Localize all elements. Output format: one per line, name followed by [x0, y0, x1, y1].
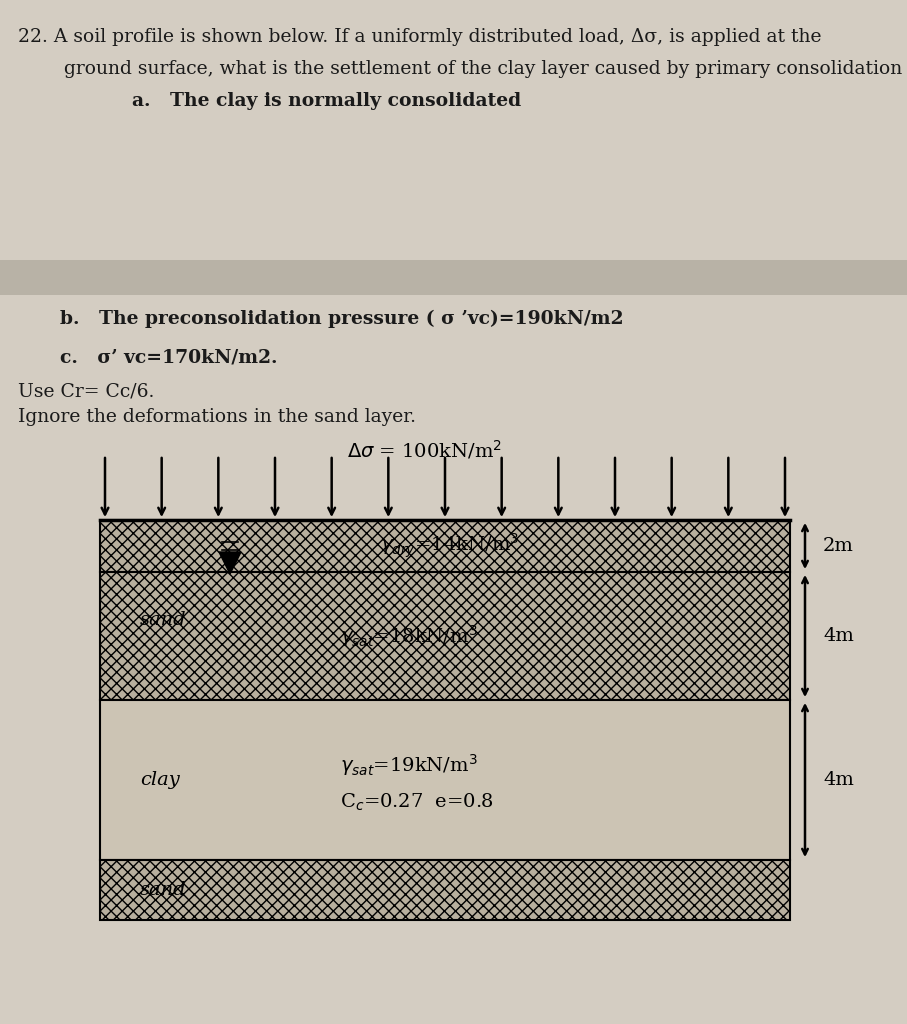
Bar	[100, 572, 790, 700]
Polygon shape	[219, 552, 241, 574]
Bar	[0, 295, 907, 1024]
Text: sand: sand	[140, 611, 187, 629]
Text: b.   The preconsolidation pressure ( σ ’vc)=190kN/m2: b. The preconsolidation pressure ( σ ’vc…	[60, 310, 623, 329]
Text: 4m: 4m	[823, 627, 853, 645]
Bar	[100, 700, 790, 860]
Text: ground surface, what is the settlement of the clay layer caused by primary conso: ground surface, what is the settlement o…	[40, 60, 907, 78]
Text: sand: sand	[140, 881, 187, 899]
Text: 4m: 4m	[823, 771, 853, 790]
Text: C$_c$=0.27  e=0.8: C$_c$=0.27 e=0.8	[340, 792, 493, 813]
Text: c.   σ’ vc=170kN/m2.: c. σ’ vc=170kN/m2.	[60, 348, 278, 366]
Text: $\Delta\sigma$ = 100kN/m$^2$: $\Delta\sigma$ = 100kN/m$^2$	[347, 438, 502, 461]
Bar	[100, 520, 790, 572]
Bar	[0, 260, 907, 295]
Bar	[100, 860, 790, 920]
Text: 22. A soil profile is shown below. If a uniformly distributed load, Δσ, is appli: 22. A soil profile is shown below. If a …	[18, 28, 822, 46]
Text: clay: clay	[140, 771, 180, 790]
Text: $\gamma_{sat}$=19kN/m$^3$: $\gamma_{sat}$=19kN/m$^3$	[340, 752, 478, 778]
Text: Use Cr= Cc/6.: Use Cr= Cc/6.	[18, 382, 154, 400]
Text: $\gamma_{sat}$=18kN/m$^3$: $\gamma_{sat}$=18kN/m$^3$	[340, 623, 478, 649]
Text: Ignore the deformations in the sand layer.: Ignore the deformations in the sand laye…	[18, 408, 416, 426]
Text: 2m: 2m	[823, 537, 853, 555]
Bar	[0, 0, 907, 260]
Text: $\gamma_{dry}$=14kN/m$^3$: $\gamma_{dry}$=14kN/m$^3$	[380, 531, 520, 560]
Text: a.   The clay is normally consolidated: a. The clay is normally consolidated	[80, 92, 522, 110]
